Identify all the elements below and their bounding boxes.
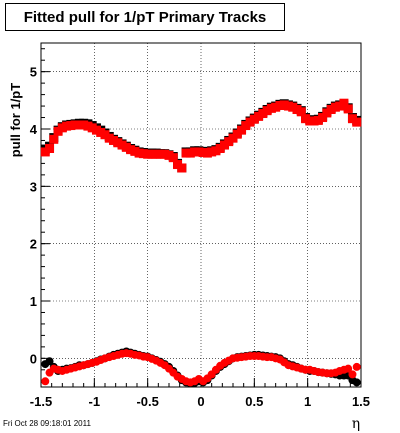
data-point xyxy=(352,362,361,371)
data-point xyxy=(344,364,353,373)
y-tick-labels: 0 1 2 3 4 5 xyxy=(30,65,38,367)
data-point xyxy=(352,378,361,387)
series-3 xyxy=(41,349,361,387)
x-tick-label: 1.5 xyxy=(352,394,370,409)
data-point xyxy=(237,125,247,135)
x-tick-label: -0.5 xyxy=(136,394,158,409)
x-tick-label: 0 xyxy=(197,394,204,409)
grid xyxy=(40,43,362,387)
data-point xyxy=(318,113,328,123)
y-tick-label: 4 xyxy=(30,122,38,137)
y-tick-label: 3 xyxy=(30,179,37,194)
data-point xyxy=(352,117,362,127)
data-point xyxy=(343,104,353,114)
y-tick-label: 5 xyxy=(30,65,37,80)
data-point xyxy=(168,153,178,163)
series-0 xyxy=(40,99,362,173)
data-point xyxy=(41,377,50,386)
data-point xyxy=(45,357,54,366)
data-points xyxy=(40,98,362,388)
x-tick-label: 1 xyxy=(304,394,311,409)
series-1 xyxy=(40,98,362,173)
data-point xyxy=(296,107,306,117)
data-point xyxy=(348,370,357,379)
y-tick-label: 0 xyxy=(30,351,37,366)
data-point xyxy=(177,163,187,173)
x-tick-labels: -1.5 -1 -0.5 0 0.5 1 1.5 xyxy=(30,394,370,409)
timestamp-footer: Fri Oct 28 09:18:01 2011 xyxy=(3,419,91,428)
x-axis-label: η xyxy=(352,416,360,432)
x-tick-label: -1 xyxy=(89,394,101,409)
data-point xyxy=(339,98,349,108)
y-tick-label: 1 xyxy=(30,294,37,309)
data-point xyxy=(45,143,55,153)
x-tick-label: -1.5 xyxy=(30,394,52,409)
y-tick-label: 2 xyxy=(30,237,37,252)
chart-title: Fitted pull for 1/pT Primary Tracks xyxy=(5,3,285,31)
x-tick-label: 0.5 xyxy=(245,394,263,409)
y-axis-label: pull for 1/pT xyxy=(8,83,23,157)
data-point xyxy=(49,134,59,144)
